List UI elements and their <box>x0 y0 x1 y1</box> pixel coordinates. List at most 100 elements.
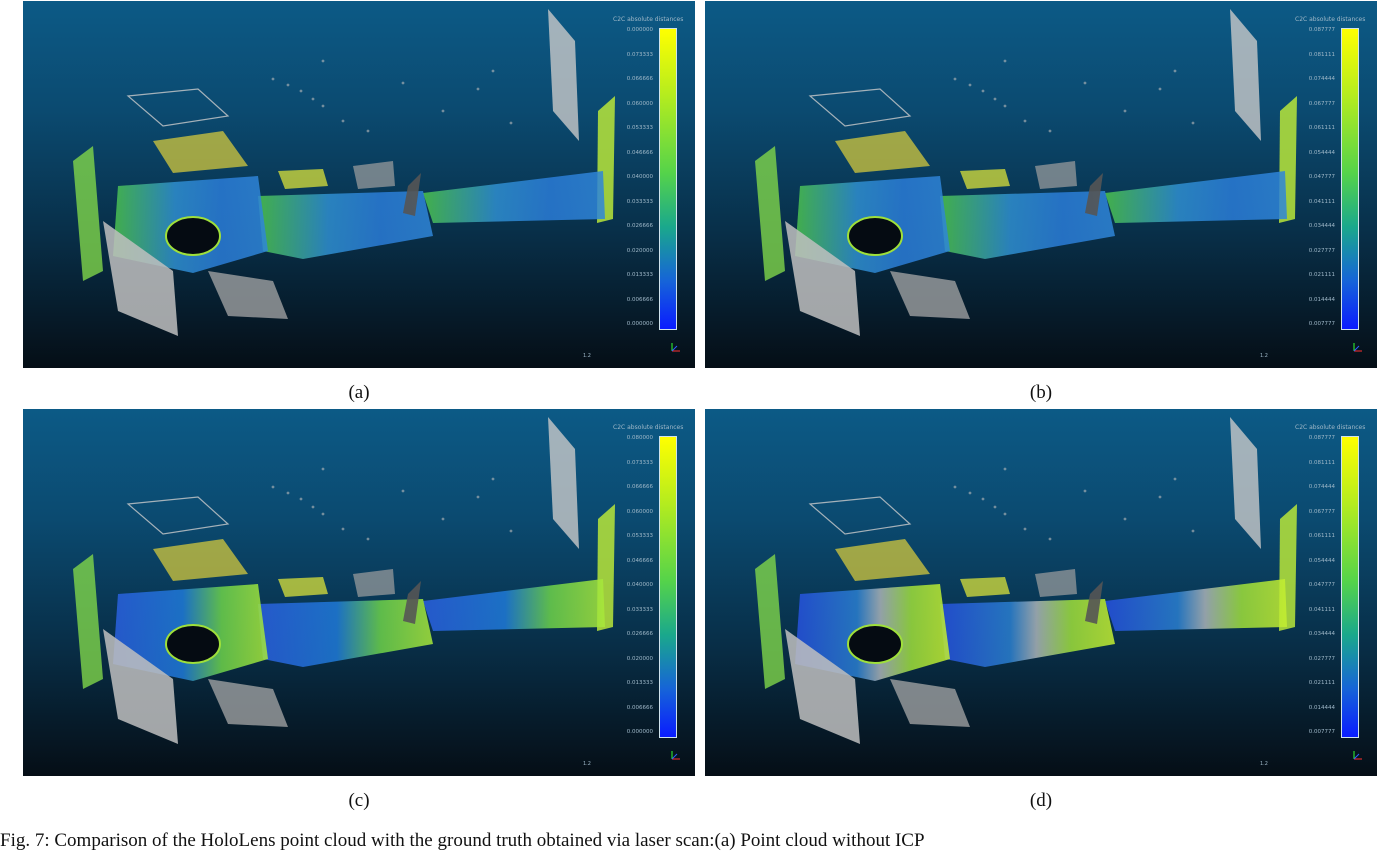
left-wall <box>755 554 785 689</box>
dark-panel <box>1085 173 1103 216</box>
colorbar-tick-label: 0.006666 <box>626 296 653 303</box>
colorbar-title: C2C absolute distances <box>1295 16 1366 23</box>
table-center <box>278 577 328 597</box>
lower-center-block <box>890 679 970 727</box>
colorbar-tick-label: 0.073333 <box>626 51 653 58</box>
upper-left-frame <box>808 88 912 127</box>
left-wall <box>73 146 103 281</box>
corridor-floor-right <box>423 579 605 631</box>
upper-wall-right <box>548 417 579 549</box>
table-center <box>960 169 1010 189</box>
dark-panel <box>403 173 421 216</box>
lower-left-block <box>785 629 860 744</box>
point-cloud-scene <box>73 417 615 744</box>
axis-triad-icon <box>671 751 680 760</box>
desk-cluster <box>835 131 930 173</box>
colorbar-tick-label: 0.033333 <box>626 606 653 613</box>
point-cloud-scene <box>755 417 1297 744</box>
colorbar-tick-label: 0.054444 <box>1308 557 1335 564</box>
scale-indicator: 1.2 <box>583 353 591 359</box>
panel-c-label: (c) <box>348 790 370 811</box>
corridor-floor-right <box>1105 171 1287 223</box>
corridor-floor-right <box>1105 579 1287 631</box>
colorbar-tick-label: 0.041111 <box>1308 606 1335 613</box>
colorbar-tick-label: 0.074444 <box>1308 76 1335 82</box>
colorbar-scale <box>1341 28 1359 330</box>
colorbar-tick-label: 0.000000 <box>626 321 653 327</box>
colorbar-tick-label: 0.007777 <box>1308 321 1335 327</box>
lower-left-block <box>785 221 860 336</box>
chair-cluster <box>1035 161 1077 189</box>
colorbar-tick-label: 0.067777 <box>1308 508 1335 515</box>
colorbar-tick-label: 0.081111 <box>1308 51 1335 58</box>
colorbar-tick-label: 0.027777 <box>1308 655 1335 662</box>
floor-hole <box>165 624 221 664</box>
colorbar-tick-label: 0.000000 <box>626 27 653 33</box>
upper-wall-right <box>1230 417 1261 549</box>
table-center <box>960 577 1010 597</box>
colorbar-tick-label: 0.020000 <box>626 655 653 662</box>
lower-left-block <box>103 221 178 336</box>
chair-cluster <box>353 569 395 597</box>
colorbar-tick-label: 0.087777 <box>1308 435 1335 441</box>
floor-hole <box>847 216 903 256</box>
scale-indicator: 1.2 <box>1260 353 1268 359</box>
central-floor <box>258 599 433 667</box>
colorbar-tick-label: 0.066666 <box>626 76 653 82</box>
floor-hole <box>847 624 903 664</box>
colorbar-tick-label: 0.074444 <box>1308 484 1335 490</box>
colorbar-tick-label: 0.026666 <box>626 223 653 229</box>
desk-cluster <box>153 131 248 173</box>
colorbar-tick-label: 0.007777 <box>1308 729 1335 735</box>
corridor-floor-right <box>423 171 605 223</box>
axis-triad-icon <box>671 343 680 352</box>
colorbar-scale <box>659 28 677 330</box>
colorbar-tick-label: 0.013333 <box>626 272 653 278</box>
colorbar-tick-label: 0.014444 <box>1308 296 1335 303</box>
colorbar-tick-label: 0.061111 <box>1308 125 1335 131</box>
colorbar-tick-label: 0.047777 <box>1308 174 1335 180</box>
colorbar-tick-label: 0.033333 <box>626 198 653 205</box>
point-cloud-scene <box>755 9 1297 336</box>
upper-left-frame <box>808 496 912 535</box>
colorbar-tick-label: 0.047777 <box>1308 582 1335 588</box>
colorbar-tick-label: 0.034444 <box>1308 223 1335 229</box>
lower-center-block <box>208 679 288 727</box>
axis-triad-icon <box>1353 751 1362 760</box>
table-center <box>278 169 328 189</box>
dark-panel <box>403 581 421 624</box>
colorbar-tick-label: 0.060000 <box>626 100 653 107</box>
colorbar-tick-label: 0.000000 <box>626 729 653 735</box>
colorbar-scale <box>1341 436 1359 738</box>
colorbar-tick-label: 0.073333 <box>626 459 653 466</box>
colorbar-tick-label: 0.026666 <box>626 631 653 637</box>
colorbar-tick-label: 0.006666 <box>626 704 653 711</box>
central-floor <box>940 599 1115 667</box>
left-wall <box>755 146 785 281</box>
upper-left-frame <box>126 496 230 535</box>
colorbar-tick-label: 0.014444 <box>1308 704 1335 711</box>
colorbar-tick-label: 0.020000 <box>626 247 653 254</box>
colorbar-tick-label: 0.034444 <box>1308 631 1335 637</box>
colorbar-tick-label: 0.021111 <box>1308 680 1335 686</box>
colorbar-scale <box>659 436 677 738</box>
point-cloud-scene <box>73 9 615 336</box>
central-floor <box>940 191 1115 259</box>
colorbar-tick-label: 0.053333 <box>626 125 653 131</box>
panel-b-label: (b) <box>1029 382 1053 403</box>
colorbar-title: C2C absolute distances <box>1295 424 1366 431</box>
colorbar-tick-label: 0.080000 <box>626 435 653 441</box>
panel-d-point-cloud-view: C2C absolute distances 0.087777 0.081111 0.… <box>705 409 1377 776</box>
panel-c-point-cloud-view: C2C absolute distances 0.080000 0.073333 0.… <box>23 409 695 776</box>
panel-a-point-cloud-view: C2C absolute distances 0.000000 0.073333 0.… <box>23 1 695 368</box>
desk-cluster <box>153 539 248 581</box>
colorbar-tick-label: 0.061111 <box>1308 533 1335 539</box>
colorbar-title: C2C absolute distances <box>613 424 684 431</box>
colorbar-tick-label: 0.054444 <box>1308 149 1335 156</box>
axis-triad-icon <box>1353 343 1362 352</box>
colorbar-tick-label: 0.067777 <box>1308 100 1335 107</box>
colorbar-tick-label: 0.066666 <box>626 484 653 490</box>
colorbar-tick-label: 0.040000 <box>626 174 653 180</box>
lower-left-block <box>103 629 178 744</box>
lower-center-block <box>890 271 970 319</box>
